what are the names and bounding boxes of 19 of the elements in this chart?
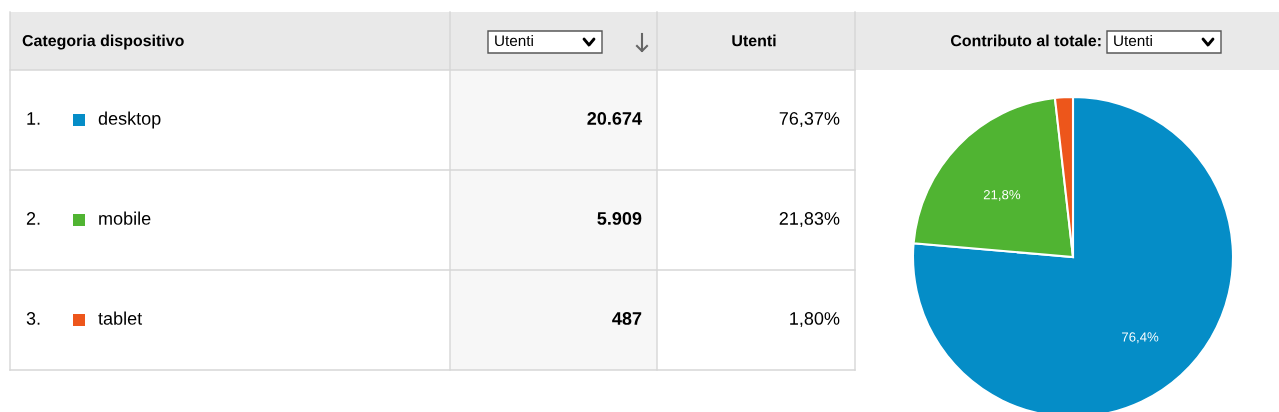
- text: 3.: [26, 312, 40, 325]
- text: 5.909: [597, 212, 642, 225]
- legend-label: desktop: [98, 111, 161, 129]
- legend-label: mobile: [99, 211, 151, 225]
- text: Utenti: [495, 34, 533, 47]
- legend-label: tablet: [98, 311, 143, 325]
- text: 1.: [27, 112, 40, 125]
- text: 20.674: [587, 112, 642, 125]
- text: Contributo al totale:: [950, 34, 1101, 47]
- data-label: 21,8%: [983, 190, 1021, 201]
- text: 21,83%: [779, 212, 840, 227]
- text: Categoria dispositivo: [22, 34, 184, 50]
- text: Utenti: [732, 34, 776, 47]
- data-label: 76,4%: [1122, 332, 1159, 344]
- text: Utenti: [1114, 34, 1152, 47]
- text: 1,80%: [790, 312, 840, 327]
- text: 76,37%: [779, 112, 840, 127]
- text: 487: [612, 312, 642, 325]
- text: 2.: [26, 212, 40, 225]
